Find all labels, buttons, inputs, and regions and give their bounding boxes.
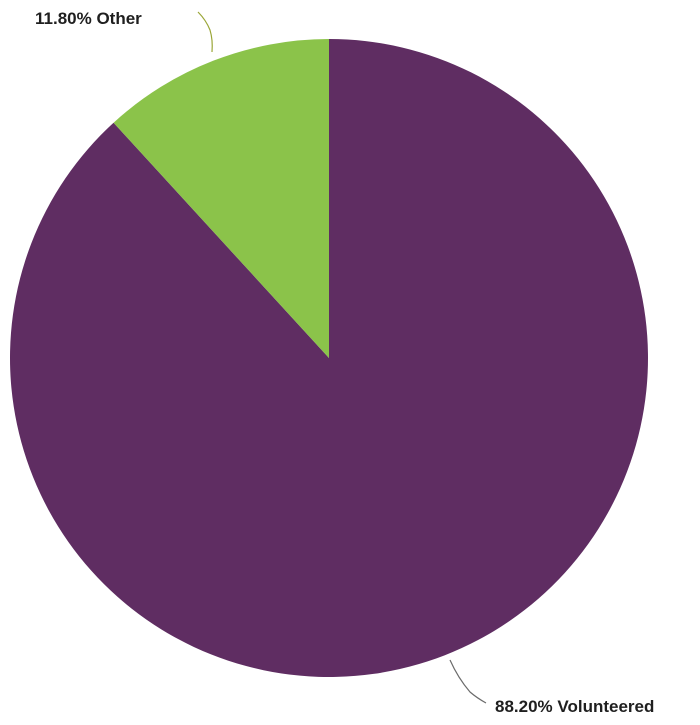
pie-slices	[9, 39, 649, 677]
slice-label-volunteered: 88.20% Volunteered	[495, 697, 654, 716]
leader-line-volunteered	[449, 659, 487, 704]
pie-slice-other	[113, 39, 329, 358]
leader-line-other	[197, 11, 213, 53]
slice-label-other: 11.80% Other	[35, 9, 142, 28]
